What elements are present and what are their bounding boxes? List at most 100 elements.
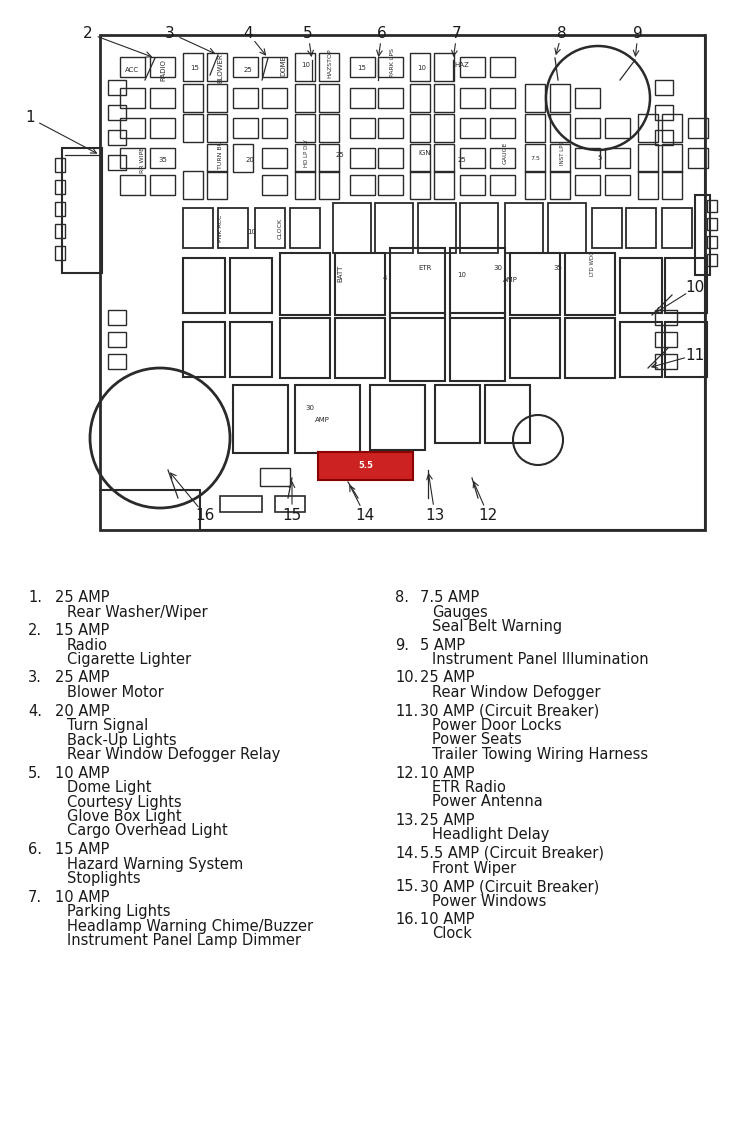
Bar — [434, 83, 454, 112]
Bar — [548, 203, 586, 253]
Bar — [665, 258, 707, 313]
Bar — [350, 118, 375, 138]
Bar — [183, 83, 203, 112]
Bar — [55, 179, 65, 194]
Text: Radio: Radio — [67, 638, 108, 653]
Bar — [108, 130, 126, 145]
Text: PNK ACC: PNK ACC — [218, 215, 222, 241]
Text: 15: 15 — [358, 65, 367, 71]
Text: 13.: 13. — [395, 813, 418, 828]
Bar — [655, 80, 673, 95]
Bar — [295, 83, 315, 112]
Bar — [280, 318, 330, 378]
Text: 13: 13 — [426, 507, 445, 522]
Bar — [350, 175, 375, 195]
Bar — [55, 202, 65, 216]
Bar — [505, 203, 543, 253]
Bar — [295, 53, 315, 81]
Text: AMP: AMP — [503, 277, 517, 283]
Bar — [435, 385, 480, 443]
Text: 4: 4 — [383, 275, 387, 281]
Bar — [410, 83, 430, 112]
Text: 6: 6 — [377, 25, 387, 40]
Bar — [662, 114, 682, 142]
Text: RR WIPE: RR WIPE — [141, 147, 145, 173]
Bar — [378, 147, 403, 168]
Text: ETR: ETR — [418, 265, 432, 271]
Text: Instrument Panel Illumination: Instrument Panel Illumination — [432, 652, 649, 668]
Text: 15 AMP: 15 AMP — [55, 623, 110, 638]
Bar — [550, 83, 570, 112]
Bar — [638, 171, 658, 199]
Text: Seal Belt Warning: Seal Belt Warning — [432, 620, 562, 634]
Bar — [707, 200, 717, 211]
Text: Instrument Panel Lamp Dimmer: Instrument Panel Lamp Dimmer — [67, 933, 301, 948]
Bar — [183, 322, 225, 377]
Bar — [370, 385, 425, 450]
Bar — [318, 451, 413, 480]
Text: 3: 3 — [165, 25, 175, 40]
Text: HAZ: HAZ — [454, 62, 469, 67]
Bar — [510, 253, 560, 315]
Bar — [707, 235, 717, 248]
Text: Cigarette Lighter: Cigarette Lighter — [67, 652, 191, 668]
Bar — [108, 331, 126, 347]
Text: GAUGE: GAUGE — [503, 142, 507, 165]
Text: 10 AMP: 10 AMP — [55, 889, 110, 904]
Bar — [290, 208, 320, 248]
Text: 30 AMP (Circuit Breaker): 30 AMP (Circuit Breaker) — [420, 879, 600, 894]
Text: Clock: Clock — [432, 927, 472, 942]
Text: 5: 5 — [598, 155, 603, 161]
Text: 35: 35 — [159, 157, 167, 163]
Bar — [207, 171, 227, 199]
Bar — [262, 147, 287, 168]
Bar — [605, 118, 630, 138]
Text: 3.: 3. — [28, 671, 42, 686]
Text: 1.: 1. — [28, 590, 42, 605]
Bar — [55, 158, 65, 171]
Bar — [626, 208, 656, 248]
Bar — [707, 254, 717, 266]
Bar — [255, 208, 285, 248]
Bar — [707, 218, 717, 230]
Bar — [108, 155, 126, 170]
Text: 11.: 11. — [395, 703, 418, 719]
Text: Blower Motor: Blower Motor — [67, 685, 164, 700]
Bar — [262, 118, 287, 138]
Text: ETR Radio: ETR Radio — [432, 780, 506, 796]
Bar — [450, 313, 505, 381]
Text: 30 AMP (Circuit Breaker): 30 AMP (Circuit Breaker) — [420, 703, 600, 719]
Bar — [207, 83, 227, 112]
Text: Headlamp Warning Chime/Buzzer: Headlamp Warning Chime/Buzzer — [67, 919, 313, 934]
Text: 16.: 16. — [395, 912, 418, 927]
Text: 10: 10 — [417, 65, 426, 71]
Bar — [550, 144, 570, 171]
Bar — [460, 147, 485, 168]
Bar — [490, 147, 515, 168]
Bar — [120, 118, 145, 138]
Text: RADIO: RADIO — [160, 59, 166, 81]
Text: 25 AMP: 25 AMP — [420, 671, 475, 686]
Text: 7.: 7. — [28, 889, 42, 904]
Text: Parking Lights: Parking Lights — [67, 904, 171, 919]
Bar — [220, 496, 262, 512]
Bar — [662, 144, 682, 171]
Bar — [575, 118, 600, 138]
Text: 20 AMP: 20 AMP — [55, 703, 110, 719]
Bar — [333, 203, 371, 253]
Bar — [662, 171, 682, 199]
Text: 15: 15 — [191, 65, 200, 71]
Text: 5: 5 — [303, 25, 313, 40]
Text: 5.: 5. — [28, 766, 42, 781]
Text: 7: 7 — [452, 25, 462, 40]
Bar — [230, 258, 272, 313]
Bar — [565, 253, 615, 315]
Bar — [410, 114, 430, 142]
Bar — [350, 57, 375, 77]
Text: Turn Signal: Turn Signal — [67, 718, 148, 733]
Bar — [605, 147, 630, 168]
Text: Power Antenna: Power Antenna — [432, 794, 543, 809]
Text: 2: 2 — [83, 25, 93, 40]
Bar — [55, 246, 65, 259]
Bar — [335, 253, 385, 315]
